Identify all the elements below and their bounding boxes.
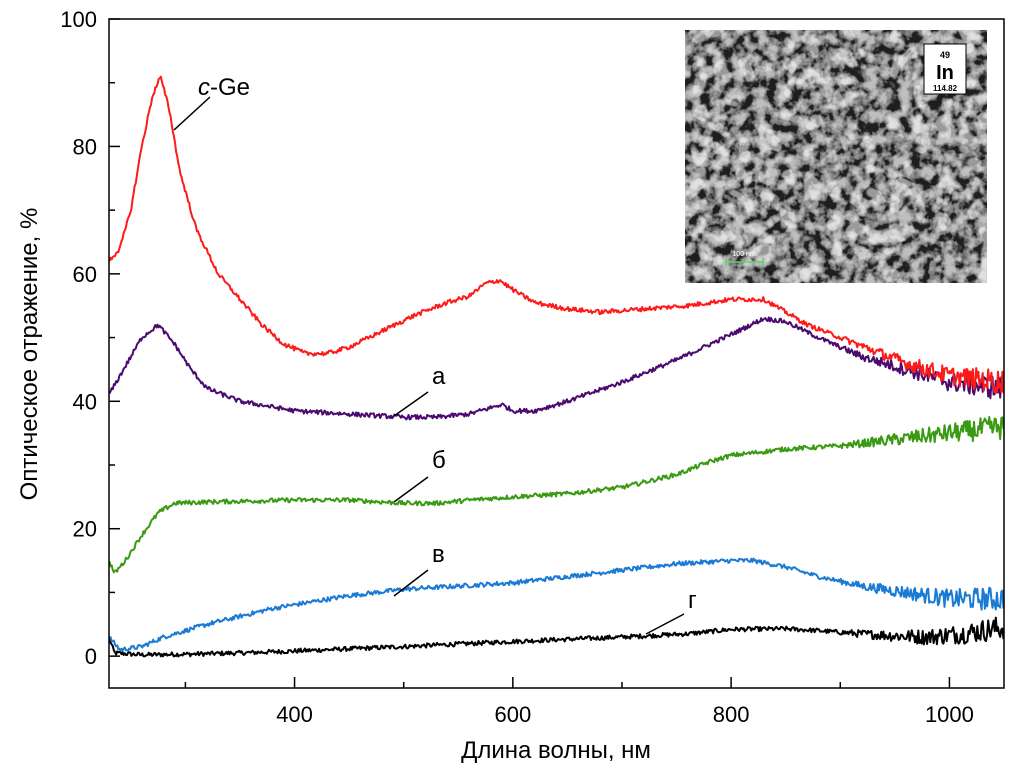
y-tick-label: 100 <box>60 7 97 32</box>
x-tick-label: 800 <box>713 702 750 727</box>
series-line-a <box>108 316 1005 421</box>
series-line-b <box>108 416 1005 574</box>
series-line-g <box>108 616 1005 658</box>
label-c-ge: c-Ge <box>198 74 250 101</box>
y-tick-label: 20 <box>73 517 97 542</box>
label-b: б <box>432 447 446 474</box>
y-tick-label: 40 <box>73 389 97 414</box>
y-tick-label: 0 <box>85 644 97 669</box>
series-line-c-ge <box>108 75 1005 394</box>
plot-frame <box>108 18 1005 689</box>
curve-labels: c-Ge а б в г <box>173 74 697 635</box>
element-symbol: In <box>936 62 954 84</box>
leader-b <box>393 476 429 503</box>
x-tick-label: 400 <box>276 702 313 727</box>
element-tile <box>923 43 967 95</box>
leader-v <box>393 569 429 597</box>
leader-g <box>645 613 685 635</box>
series-line-v <box>109 557 1005 652</box>
leader-c-ge <box>173 96 211 131</box>
element-mass: 114.82 <box>933 84 958 93</box>
label-v: в <box>432 541 445 568</box>
scale-bar-label: 100 nm <box>732 251 756 258</box>
element-number: 49 <box>940 50 950 60</box>
y-axis-title: Оптическое отражение, % <box>16 208 43 501</box>
label-a: а <box>432 363 446 390</box>
x-tick-label: 1000 <box>925 702 974 727</box>
axis-tick-labels: 400 600 800 1000 0 20 40 60 80 100 <box>60 7 974 727</box>
x-tick-label: 600 <box>494 702 531 727</box>
label-g: г <box>688 587 697 614</box>
sem-inset: 49 In 114.82 100 nm <box>685 30 987 283</box>
x-axis-title: Длина волны, нм <box>461 737 651 764</box>
y-tick-label: 80 <box>73 134 97 159</box>
leader-a <box>393 391 429 417</box>
data-series <box>108 75 1005 658</box>
y-tick-label: 60 <box>73 262 97 287</box>
